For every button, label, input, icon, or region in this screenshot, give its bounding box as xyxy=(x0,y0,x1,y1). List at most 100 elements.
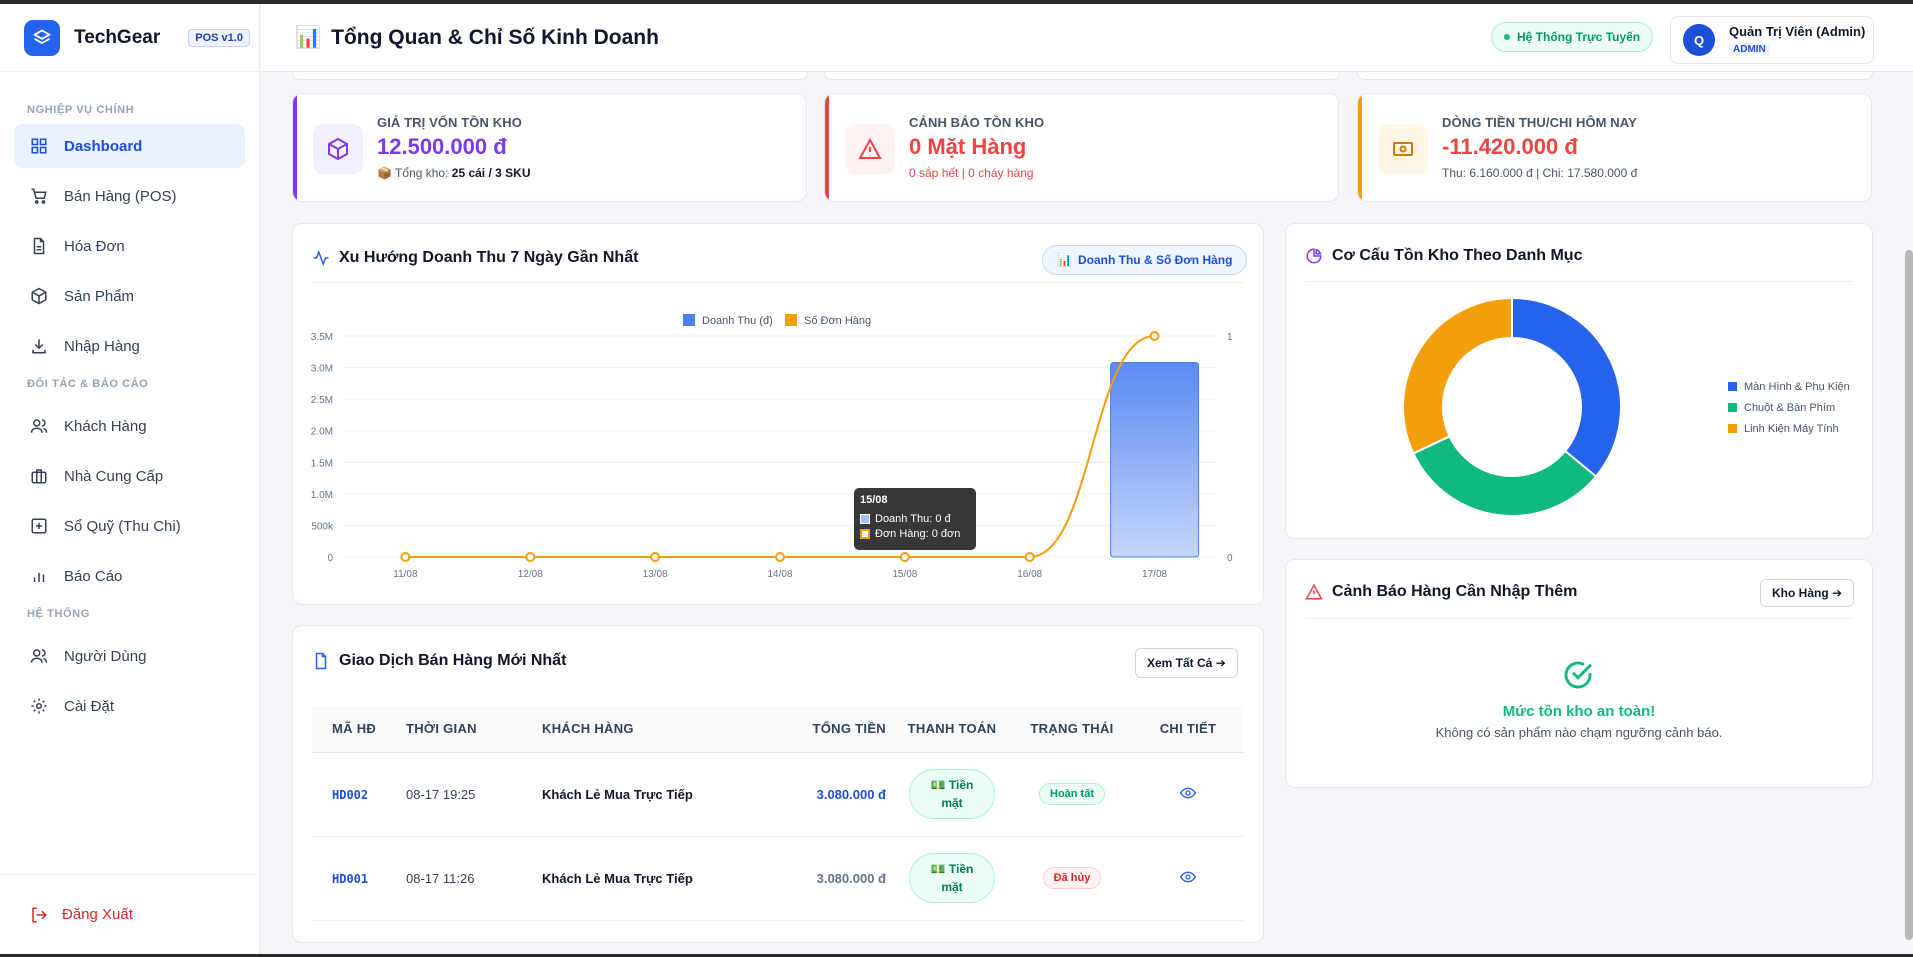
status-badge: Hoàn tất xyxy=(1039,783,1105,805)
sidebar-item-label: Người Dùng xyxy=(64,647,147,665)
users-icon xyxy=(30,649,48,663)
warning-icon xyxy=(1305,583,1323,600)
y-tick-label: 3.0M xyxy=(311,364,333,375)
sidebar-item-dashboard[interactable]: Dashboard xyxy=(14,124,245,168)
transaction-time: 08-17 19:25 xyxy=(402,752,542,837)
orders-point xyxy=(899,552,910,562)
card-edge xyxy=(292,72,808,80)
column-header: KHÁCH HÀNG xyxy=(542,706,772,753)
eye-icon[interactable] xyxy=(1179,869,1197,885)
sidebar-item-label: Hóa Đơn xyxy=(64,237,125,255)
legend-label-orders: Số Đơn Hàng xyxy=(804,315,871,327)
sidebar-item-reports[interactable]: Báo Cáo xyxy=(14,554,245,598)
donut-legend: Màn Hình & Phụ Kiện Chuột & Bàn Phím Linh … xyxy=(1728,376,1850,439)
layers-icon xyxy=(24,19,60,56)
chart-tooltip: 15/08 Doanh Thu: 0 đ Đơn Hàng: 0 đơn xyxy=(854,488,976,550)
invoice-code-link[interactable]: HD001 xyxy=(332,871,369,886)
stat-sub-bold: 25 cái / 3 SKU xyxy=(451,166,531,180)
warning-icon xyxy=(845,124,895,174)
restock-card-title-text: Cảnh Báo Hàng Cần Nhập Thêm xyxy=(1332,583,1578,600)
y-tick-label: 2.5M xyxy=(311,395,333,406)
x-tick-label: 15/08 xyxy=(892,569,917,580)
sidebar-item-users[interactable]: Người Dùng xyxy=(14,634,245,678)
activity-icon xyxy=(313,249,329,267)
box-icon xyxy=(31,287,47,305)
gear-icon xyxy=(31,698,47,714)
eye-icon[interactable] xyxy=(1179,785,1197,801)
sidebar-item-label: Bán Hàng (POS) xyxy=(64,187,177,205)
brand: TechGear POS v1.0 xyxy=(0,4,259,72)
logout-button[interactable]: Đăng Xuất xyxy=(0,874,260,954)
donut-legend-item[interactable]: Chuột & Bàn Phím xyxy=(1728,397,1850,418)
system-status-badge: Hệ Thống Trực Tuyến xyxy=(1491,22,1654,52)
revenue-bar xyxy=(1110,362,1200,558)
plus-square-icon xyxy=(31,518,47,534)
donut-legend-item[interactable]: Màn Hình & Phụ Kiện xyxy=(1728,376,1850,397)
stat-value: 12.500.000 đ xyxy=(377,134,507,159)
users-icon xyxy=(30,419,48,433)
divider xyxy=(312,282,1244,283)
stat-sub: 📦 Tổng kho: 25 cái / 3 SKU xyxy=(377,166,531,180)
cart-icon xyxy=(31,188,47,204)
inventory-card-title-text: Cơ Cấu Tồn Kho Theo Danh Mục xyxy=(1332,247,1583,264)
user-name: Quản Trị Viên (Admin) xyxy=(1729,23,1866,39)
warehouse-button[interactable]: Kho Hàng ➔ xyxy=(1760,579,1855,607)
sidebar-item-cashbook[interactable]: Sổ Quỹ (Thu Chi) xyxy=(14,504,245,548)
chart-emoji-icon: 📊 xyxy=(295,25,322,49)
legend-label: Màn Hình & Phụ Kiện xyxy=(1744,380,1850,393)
sidebar-item-invoices[interactable]: Hóa Đơn xyxy=(14,224,245,268)
table-row: HD001 08-17 11:26 Khách Lẻ Mua Trực Tiếp… xyxy=(312,836,1244,921)
logout-label: Đăng Xuất xyxy=(62,906,133,923)
card-edge xyxy=(824,72,1340,80)
column-header: MÃ HĐ xyxy=(312,706,402,753)
status-badge: Đã hủy xyxy=(1042,867,1102,889)
invoice-code-link[interactable]: HD002 xyxy=(332,787,369,802)
sidebar-item-settings[interactable]: Cài Đặt xyxy=(14,684,245,728)
stat-label: CẢNH BÁO TỒN KHO xyxy=(909,115,1045,130)
column-header: TRẠNG THÁI xyxy=(1012,706,1132,753)
user-menu[interactable]: Q Quản Trị Viên (Admin) ADMIN xyxy=(1670,16,1874,64)
transaction-total: 3.080.000 đ xyxy=(772,836,892,921)
y-tick-label: 0 xyxy=(327,553,333,564)
sidebar-item-label: Khách Hàng xyxy=(64,417,147,435)
x-tick-label: 14/08 xyxy=(767,569,792,580)
view-all-button[interactable]: Xem Tất Cả ➔ xyxy=(1135,648,1238,678)
sidebar-item-import[interactable]: Nhập Hàng xyxy=(14,324,245,368)
x-tick-label: 13/08 xyxy=(643,569,668,580)
legend-swatch xyxy=(1728,382,1737,391)
x-tick-label: 11/08 xyxy=(393,569,418,580)
inventory-donut-chart xyxy=(1402,296,1622,517)
sidebar-item-products[interactable]: Sản Phẩm xyxy=(14,274,245,318)
legend-swatch xyxy=(1728,403,1737,412)
safe-stock-title: Mức tồn kho an toàn! xyxy=(1502,703,1656,720)
transactions-card-title-text: Giao Dịch Bán Hàng Mới Nhất xyxy=(339,652,567,669)
bar-chart-icon xyxy=(33,573,45,582)
box-icon xyxy=(313,124,363,174)
donut-slice xyxy=(1412,435,1598,517)
revenue-card-title: Xu Hướng Doanh Thu 7 Ngày Gần Nhất xyxy=(312,249,638,267)
legend-swatch-revenue xyxy=(683,314,695,326)
page-scrollbar[interactable] xyxy=(1905,250,1913,940)
sidebar-item-suppliers[interactable]: Nhà Cung Cấp xyxy=(14,454,245,498)
sidebar-item-customers[interactable]: Khách Hàng xyxy=(14,404,245,448)
chart-mode-toggle-button[interactable]: 📊 Doanh Thu & Số Đơn Hàng xyxy=(1042,245,1248,275)
sidebar-item-label: Nhà Cung Cấp xyxy=(64,467,164,485)
sidebar-item-pos[interactable]: Bán Hàng (POS) xyxy=(14,174,245,218)
sidebar-item-label: Cài Đặt xyxy=(64,697,115,715)
pie-chart-icon xyxy=(1306,248,1322,264)
y-tick-label: 2.0M xyxy=(311,427,333,438)
tooltip-title: 15/08 xyxy=(860,494,888,506)
accent-bar xyxy=(1358,94,1362,201)
safe-stock-text: Không có sản phẩm nào chạm ngưỡng cảnh b… xyxy=(1435,725,1723,740)
donut-legend-item[interactable]: Linh Kiện Máy Tính xyxy=(1728,418,1850,439)
document-icon xyxy=(33,237,45,255)
legend-label: Chuột & Bàn Phím xyxy=(1744,401,1836,414)
revenue-chart: Doanh Thu (đ) Số Đơn Hàng 0 500k 1.0M 1.5M 2… xyxy=(311,314,1233,580)
sidebar-item-label: Nhập Hàng xyxy=(64,337,140,355)
orders-point xyxy=(400,552,411,562)
stat-value: 0 Mặt Hàng xyxy=(909,134,1027,159)
column-header: CHI TIẾT xyxy=(1132,706,1244,753)
system-status-text: Hệ Thống Trực Tuyến xyxy=(1517,30,1641,44)
y-tick-label: 1.5M xyxy=(311,458,333,469)
chart-mode-label: Doanh Thu & Số Đơn Hàng xyxy=(1077,253,1233,267)
